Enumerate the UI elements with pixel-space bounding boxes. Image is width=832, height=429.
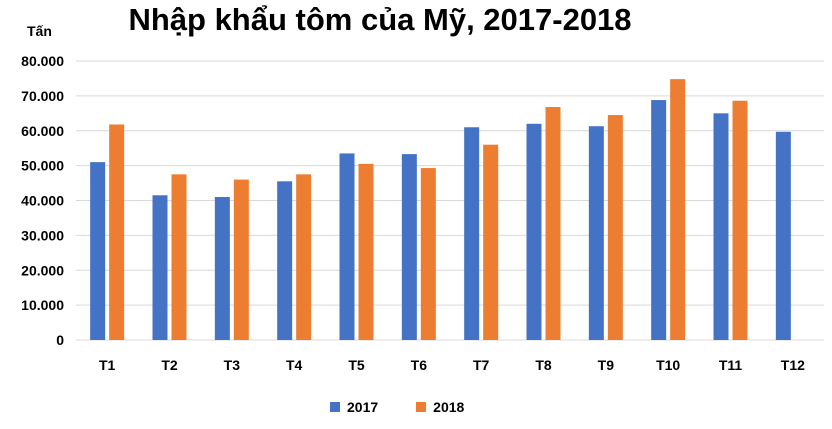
y-axis-unit-label: Tấn <box>27 23 52 39</box>
x-tick-label: T5 <box>348 357 365 373</box>
y-tick-label: 80.000 <box>21 53 64 69</box>
y-tick-label: 50.000 <box>21 158 64 174</box>
x-tick-label: T10 <box>656 357 680 373</box>
legend-label-2018: 2018 <box>433 399 465 415</box>
x-axis-ticks: T1 T2 T3 T4 T5 T6 T7 T8 T9 T10 T11 T12 <box>99 357 805 373</box>
bar-2018-T6 <box>420 168 436 340</box>
bar-2017-T6 <box>401 154 417 340</box>
y-tick-label: 40.000 <box>21 193 64 209</box>
chart-title: Nhập khẩu tôm của Mỹ, 2017-2018 <box>128 2 632 37</box>
bar-2018-T10 <box>670 79 686 340</box>
x-tick-label: T8 <box>535 357 552 373</box>
bar-2017-T10 <box>651 100 667 340</box>
bar-2018-T7 <box>483 144 499 340</box>
x-tick-label: T6 <box>411 357 428 373</box>
bar-2017-T2 <box>152 195 168 340</box>
bar-2018-T1 <box>109 124 125 340</box>
bar-2018-T4 <box>296 174 312 340</box>
x-tick-label: T7 <box>473 357 490 373</box>
bar-2017-T5 <box>339 153 355 340</box>
bar-2018-T5 <box>358 163 374 340</box>
bar-2018-T2 <box>171 174 187 340</box>
legend-item-2018: 2018 <box>416 399 464 415</box>
bar-2017-T3 <box>214 197 230 340</box>
legend-swatch-2017 <box>330 402 340 412</box>
y-tick-label: 60.000 <box>21 123 64 139</box>
bar-2018-T8 <box>545 107 561 340</box>
x-tick-label: T1 <box>99 357 116 373</box>
x-tick-label: T3 <box>224 357 241 373</box>
y-tick-label: 20.000 <box>21 262 64 278</box>
bar-2017-T9 <box>588 126 604 340</box>
y-tick-label: 70.000 <box>21 88 64 104</box>
y-axis-ticks: 0 10.000 20.000 30.000 40.000 50.000 60.000 70.… <box>21 53 64 348</box>
y-tick-label: 30.000 <box>21 227 64 243</box>
bars <box>90 79 791 341</box>
x-tick-label: T2 <box>161 357 178 373</box>
legend: 2017 2018 <box>330 399 502 415</box>
bar-2017-T1 <box>90 162 106 340</box>
bar-2017-T12 <box>775 131 791 340</box>
y-tick-label: 0 <box>56 332 64 348</box>
legend-label-2017: 2017 <box>347 399 379 415</box>
gridlines <box>76 60 824 341</box>
bar-2018-T11 <box>732 100 748 340</box>
bar-2017-T8 <box>526 123 542 341</box>
bar-2017-T4 <box>277 181 293 340</box>
legend-swatch-2018 <box>416 402 427 412</box>
y-tick-label: 10.000 <box>21 297 64 313</box>
legend-item-2017: 2017 <box>330 399 378 415</box>
bar-2017-T7 <box>464 127 480 340</box>
bar-2018-T9 <box>607 115 623 341</box>
x-tick-label: T9 <box>598 357 615 373</box>
bar-2018-T3 <box>233 179 249 340</box>
x-tick-label: T12 <box>781 357 805 373</box>
x-tick-label: T11 <box>719 357 743 373</box>
x-tick-label: T4 <box>286 357 303 373</box>
bar-2017-T11 <box>713 113 729 340</box>
